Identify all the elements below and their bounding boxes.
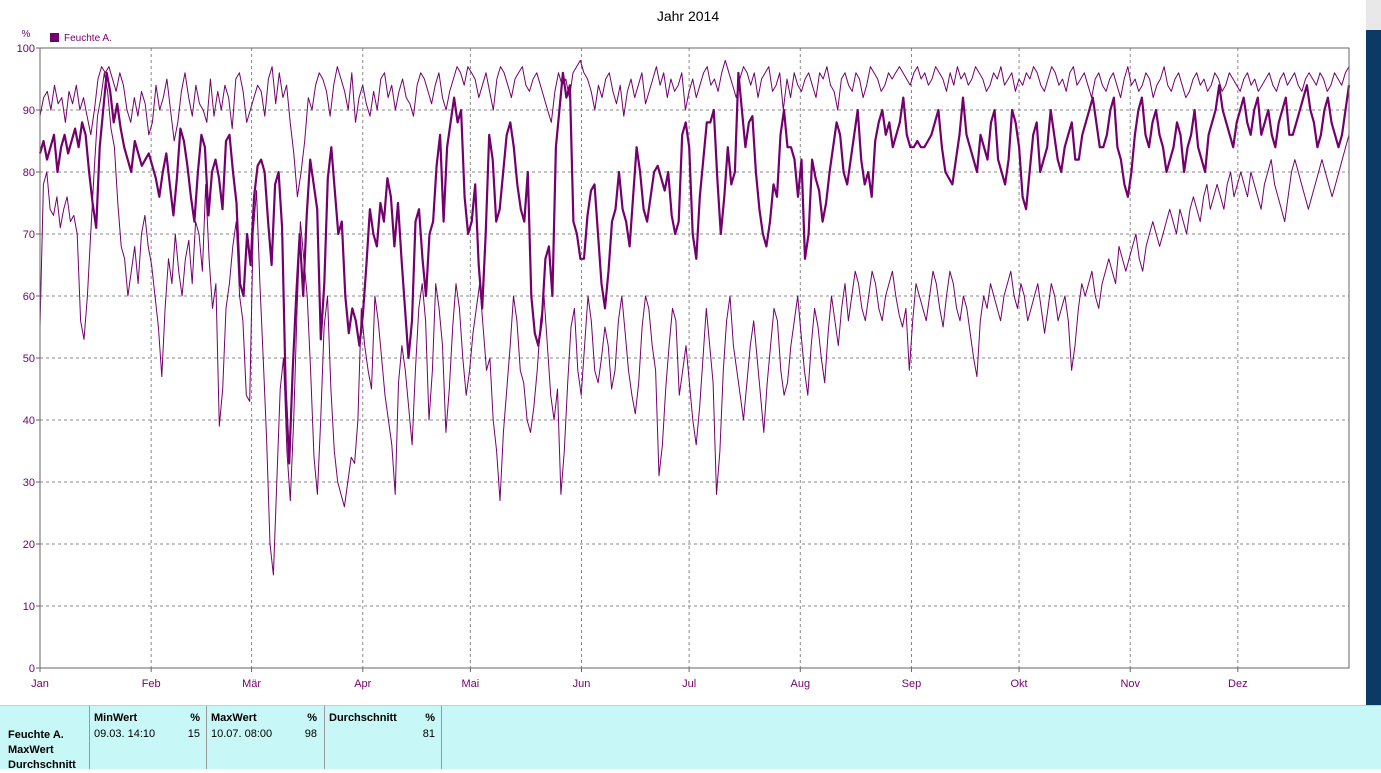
x-tick-label: Mär [242,678,261,690]
stats-row-label: Durchschnitt [8,759,76,771]
series-layer [38,59,1351,576]
series-line-mean [38,71,1351,465]
y-tick-label: 60 [23,291,35,303]
x-tick-label: Nov [1120,678,1140,690]
legend-swatch [50,33,59,42]
stats-row-label: Feuchte A. [8,729,64,741]
y-tick-label: 0 [29,663,35,675]
stats-col-value: 98 [304,728,317,740]
humidity-chart: Jahr 2014 % Feuchte A. 0 10 20 30 40 50 60 70 80… [17,8,1351,690]
legend-label: Feuchte A. [64,33,112,44]
y-tick-label: 70 [23,229,35,241]
series-line-min [39,72,1350,576]
y-tick-label: 100 [17,43,35,55]
x-ticks: Jan Feb Mär Apr Mai Jun Jul Aug Sep Okt Nov Dez [31,668,1248,690]
x-tick-label: Aug [791,678,811,690]
stats-col-unit: % [307,712,317,724]
x-tick-label: Jun [573,678,591,690]
x-tick-label: Feb [142,678,161,690]
stats-col-avg: Durchschnitt % 81 [324,706,441,769]
y-tick-label: 10 [23,601,35,613]
stats-col-min: MinWert % 09.03. 14:10 15 [89,706,206,769]
chart-title: Jahr 2014 [657,8,719,24]
y-tick-label: 30 [23,477,35,489]
stats-col-header: MaxWert [211,712,257,724]
stats-col-header: MinWert [94,712,138,724]
x-tick-label: Jan [31,678,49,690]
desktop-edge-top [1366,0,1381,30]
stats-col-date: 09.03. 14:10 [94,728,156,740]
grid [40,48,1349,668]
stats-row-label: MaxWert [8,744,54,756]
x-tick-label: Okt [1010,678,1027,690]
stats-col-date: 10.07. 08:00 [211,728,273,740]
y-axis-unit: % [22,29,31,40]
stats-col-unit: % [425,712,435,724]
stats-col-value: 15 [187,728,200,740]
x-tick-label: Jul [682,678,696,690]
x-tick-label: Dez [1228,678,1248,690]
x-tick-label: Apr [354,678,371,690]
desktop-edge [1366,0,1381,705]
y-tick-label: 50 [23,353,35,365]
stats-col-unit: % [190,712,200,724]
series-line-max [39,59,1350,198]
y-tick-label: 20 [23,539,35,551]
x-tick-label: Sep [902,678,922,690]
stats-col-header: Durchschnitt [329,712,397,724]
stats-col-max: MaxWert % 10.07. 08:00 98 [206,706,323,769]
y-tick-label: 80 [23,167,35,179]
y-tick-label: 40 [23,415,35,427]
x-tick-label: Mai [461,678,479,690]
stats-row-labels: Feuchte A. MaxWert Durchschnitt [8,728,76,773]
stats-col-divider [441,706,442,769]
y-tick-label: 90 [23,105,35,117]
stats-col-value: 81 [422,728,435,740]
stats-panel: Feuchte A. MaxWert Durchschnitt MinWert … [0,705,1381,771]
y-ticks: 0 10 20 30 40 50 60 70 80 90 100 [17,43,40,675]
